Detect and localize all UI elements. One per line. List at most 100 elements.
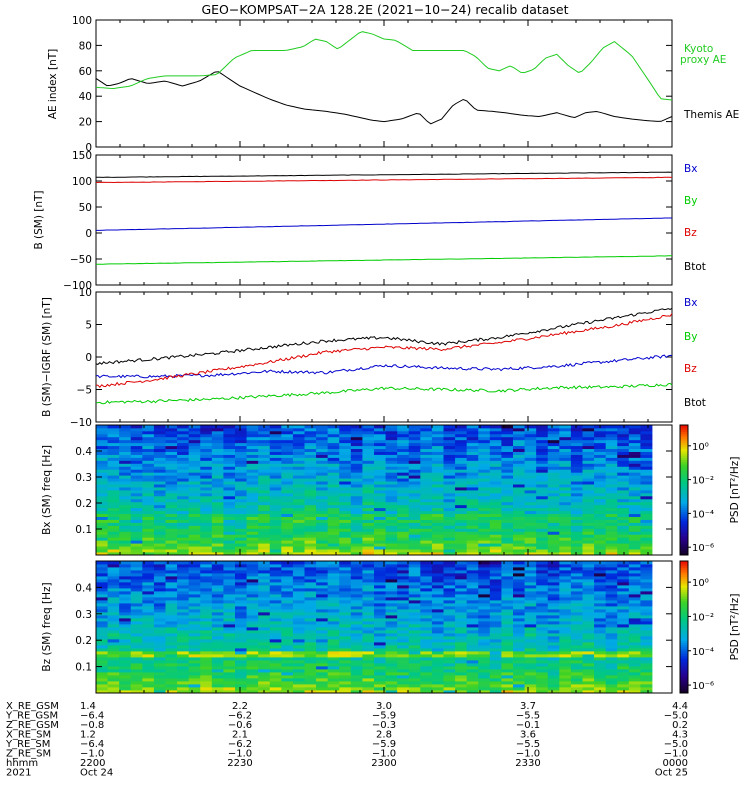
bz-cell [536,657,549,661]
bx-cell [628,552,641,556]
bx-cell [640,457,653,461]
bz-cell [246,678,259,682]
bx-cell [524,549,537,553]
bx-colorbar-step [680,537,688,541]
bz-cell [408,609,421,613]
bx-cell [107,427,120,432]
bx-cell [513,490,525,494]
bx-cell [385,472,398,476]
bx-cell [211,507,224,512]
bz-cell [443,594,456,598]
bz-cell [211,588,224,592]
bz-cell [559,570,572,574]
bz-cell [153,570,166,574]
bx-cell [223,472,236,476]
bz-cell [385,654,398,658]
bz-cell [211,642,224,646]
bz-cell [235,597,247,601]
bz-cell [350,624,363,628]
bz-cell [536,561,549,565]
bz-colorbar-step [680,684,688,687]
bz-cell [292,663,305,667]
bz-cell [269,594,282,598]
bz-cell [362,621,375,625]
bz-cell [455,648,468,652]
bx-cell [130,549,143,553]
bz-cell [628,645,641,649]
bz-cell [153,588,166,592]
bz-cell [304,615,317,619]
bx-cell [455,534,468,538]
bx-cell [200,472,213,476]
bz-cell [281,606,294,610]
bx-cell [374,540,386,544]
bx-cell [96,490,108,494]
bx-cell [281,454,294,458]
bx-cell [640,430,653,435]
bz-colorbar-step [680,589,688,593]
bz-cell [292,588,305,592]
bx-cell [431,448,444,452]
bx-cell [339,425,352,429]
bz-cell [211,654,224,658]
bz-cell [408,684,421,688]
bx-cell [96,478,108,482]
bx-cell [559,498,572,503]
bx-cell [316,537,329,541]
bz-cell [374,645,386,649]
bz-cell [153,642,166,646]
bx-cell [142,451,155,455]
bx-cell [200,501,213,506]
bz-cell [316,654,329,658]
bx-cell [339,513,352,517]
bx-cell [513,510,525,515]
bx-cell [316,430,329,435]
bx-cell [246,498,259,503]
bx-cell [269,540,282,544]
bz-cell [96,576,108,580]
bx-cell [489,525,502,529]
bz-cell [96,615,108,619]
bz-cell [559,651,572,655]
bz-cell [478,615,491,619]
bx-cell [200,528,213,532]
bz-cell [107,573,120,577]
bz-cell [188,564,201,568]
bz-cell [200,645,213,649]
bz-cell [339,561,352,565]
bx-cell [374,427,386,432]
bx-cell [200,442,213,447]
bx-cell [443,469,456,473]
bz-cell [258,573,271,577]
bx-cell [258,436,271,441]
bz-cell [547,570,560,574]
bx-cell [292,445,305,450]
bz-cell [316,591,329,595]
orbit-cell-2-3: 2.8 [376,730,392,741]
bz-cell [119,648,132,652]
bx-cell [119,525,132,529]
bz-cell [478,678,491,682]
bz-cell [339,588,352,592]
bz-cell [246,645,259,649]
bz-cell [408,585,421,589]
bx-cell [582,525,595,529]
bz-cell [582,618,595,622]
bx-cell [385,433,398,438]
bz-cell [153,606,166,610]
bz-cell [235,615,247,619]
bx-cell [96,552,108,556]
bz-cell [466,579,479,583]
bx-cell [431,433,444,438]
bz-cell [501,669,514,673]
bx-cell [281,475,294,479]
bx-cell [408,546,421,550]
bz-colorbar-step [680,644,688,648]
bx-cell [594,463,607,467]
bz-cell [408,648,421,652]
bz-cell [547,687,560,691]
bz-cell [316,648,329,652]
bz-cell [339,630,352,634]
bz-cell [200,666,213,670]
bz-cell [443,633,456,637]
